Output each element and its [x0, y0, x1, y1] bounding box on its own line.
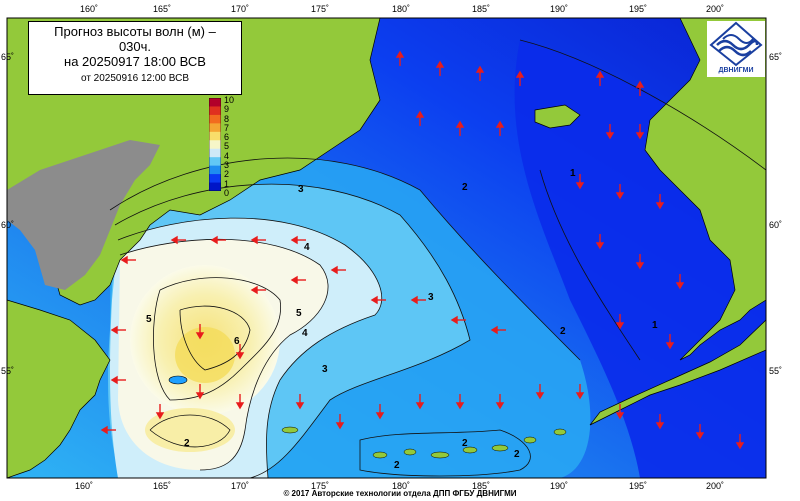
lat-tick: 65˚	[769, 52, 782, 62]
contour-label: 3	[428, 292, 434, 303]
forecast-issue-time: от 20250916 12:00 ВСВ	[80, 73, 189, 84]
forecast-title-box: Прогноз высоты волн (м) – 030ч. на 20250…	[28, 21, 242, 95]
lon-tick: 200˚	[706, 4, 724, 14]
lat-tick: 55˚	[769, 366, 782, 376]
colorbar-swatch	[209, 157, 221, 167]
colorbar-label: 8	[224, 113, 230, 124]
lon-tick: 180˚	[392, 4, 410, 14]
lon-tick: 195˚	[629, 4, 647, 14]
colorbar-label: 2	[224, 169, 230, 180]
lon-tick: 175˚	[311, 481, 329, 491]
colorbar-swatch	[209, 131, 221, 141]
contour-label: 3	[322, 364, 328, 375]
wave-zone-peak	[175, 327, 235, 383]
contour-label: 5	[296, 308, 302, 319]
colorbar-label: 9	[224, 104, 230, 115]
lon-tick: 200˚	[706, 481, 724, 491]
wave-direction-arrows	[100, 50, 745, 450]
colorbar-swatch	[209, 114, 221, 124]
lon-tick: 195˚	[629, 481, 647, 491]
contour-lines	[109, 39, 767, 479]
land-kamchatka[interactable]	[6, 299, 111, 479]
contour-label: 6	[234, 336, 240, 347]
land-unmapped-gray	[7, 140, 160, 290]
colorbar-label: 4	[224, 150, 230, 161]
colorbar-label: 1	[224, 178, 230, 189]
lon-tick: 190˚	[550, 481, 568, 491]
contour-label: 1	[652, 320, 658, 331]
land-commander-islands[interactable]	[168, 375, 188, 385]
aleutian-islands	[281, 426, 567, 459]
colorbar-label: 6	[224, 132, 230, 143]
colorbar-swatch	[209, 174, 221, 184]
colorbar-swatch	[209, 182, 221, 191]
contour-labels: 2 3 4 5 6 1 2 3 4 5 3 2 1 2 2 2	[146, 168, 658, 471]
colorbar-label: 3	[224, 160, 230, 171]
lon-tick: 180˚	[392, 481, 410, 491]
colorbar-label: 7	[224, 122, 230, 133]
lat-tick: 60˚	[769, 220, 782, 230]
colorbar-label: 5	[224, 141, 230, 152]
contour-label: 2	[394, 460, 400, 471]
lon-ticks-bottom: 160˚ 165˚ 170˚ 175˚ 180˚ 185˚ 190˚ 195˚ …	[75, 481, 724, 491]
forecast-title: Прогноз высоты волн (м) – 030ч.	[54, 24, 216, 54]
contour-label: 2	[462, 438, 468, 449]
lon-tick: 175˚	[311, 4, 329, 14]
colorbar-swatch	[209, 106, 221, 116]
land-alaska[interactable]	[644, 17, 767, 361]
contour-label: 3	[298, 184, 304, 195]
lon-tick: 170˚	[231, 481, 249, 491]
colorbar-label: 10	[224, 95, 235, 105]
copyright-footer: © 2017 Авторские технологии отдела ДПП Ф…	[283, 489, 517, 498]
dvnigmi-logo-icon	[709, 21, 763, 67]
lon-ticks-top: 160˚ 165˚ 170˚ 175˚ 180˚ 185˚ 190˚ 195˚ …	[80, 4, 724, 14]
lon-tick: 185˚	[472, 481, 490, 491]
lat-ticks-right: 65˚ 60˚ 55˚	[769, 52, 782, 376]
map-border	[6, 17, 767, 479]
contour-label: 2	[514, 449, 520, 460]
colorbar-swatch	[209, 98, 221, 107]
colorbar-labels: 10 9 8 7 6 5 4 3 2 1 0	[224, 95, 235, 198]
lat-tick: 65˚	[1, 52, 14, 62]
contour-label: 2	[560, 326, 566, 337]
lat-ticks-left: 65˚ 60˚ 55˚	[1, 52, 14, 376]
land-alaska-peninsula[interactable]	[589, 319, 767, 426]
contour-label: 4	[302, 328, 308, 339]
dvnigmi-logo[interactable]: ДВНИГМИ	[707, 21, 765, 77]
lat-tick: 60˚	[1, 220, 14, 230]
contour-label: 1	[570, 168, 576, 179]
lon-tick: 190˚	[550, 4, 568, 14]
lon-tick: 165˚	[153, 4, 171, 14]
colorbar-swatch	[209, 148, 221, 158]
colorbar-swatch	[209, 140, 221, 150]
colorbar-swatch	[209, 165, 221, 175]
colorbar-label: 0	[224, 187, 230, 198]
colorbar-swatches	[209, 98, 221, 191]
colorbar	[209, 98, 221, 191]
lon-tick: 170˚	[231, 4, 249, 14]
lon-tick: 160˚	[75, 481, 93, 491]
contour-label: 5	[146, 314, 152, 325]
contour-label: 4	[304, 242, 310, 253]
logo-label: ДВНИГМИ	[718, 67, 754, 74]
land-st-lawrence[interactable]	[534, 104, 581, 129]
contour-label: 2	[184, 438, 190, 449]
lat-tick: 55˚	[1, 366, 14, 376]
colorbar-swatch	[209, 123, 221, 133]
contour-label: 2	[462, 182, 468, 193]
lon-tick: 165˚	[153, 481, 171, 491]
lon-tick: 160˚	[80, 4, 98, 14]
lon-tick: 185˚	[472, 4, 490, 14]
forecast-valid-time: на 20250917 18:00 ВСВ	[64, 54, 206, 69]
